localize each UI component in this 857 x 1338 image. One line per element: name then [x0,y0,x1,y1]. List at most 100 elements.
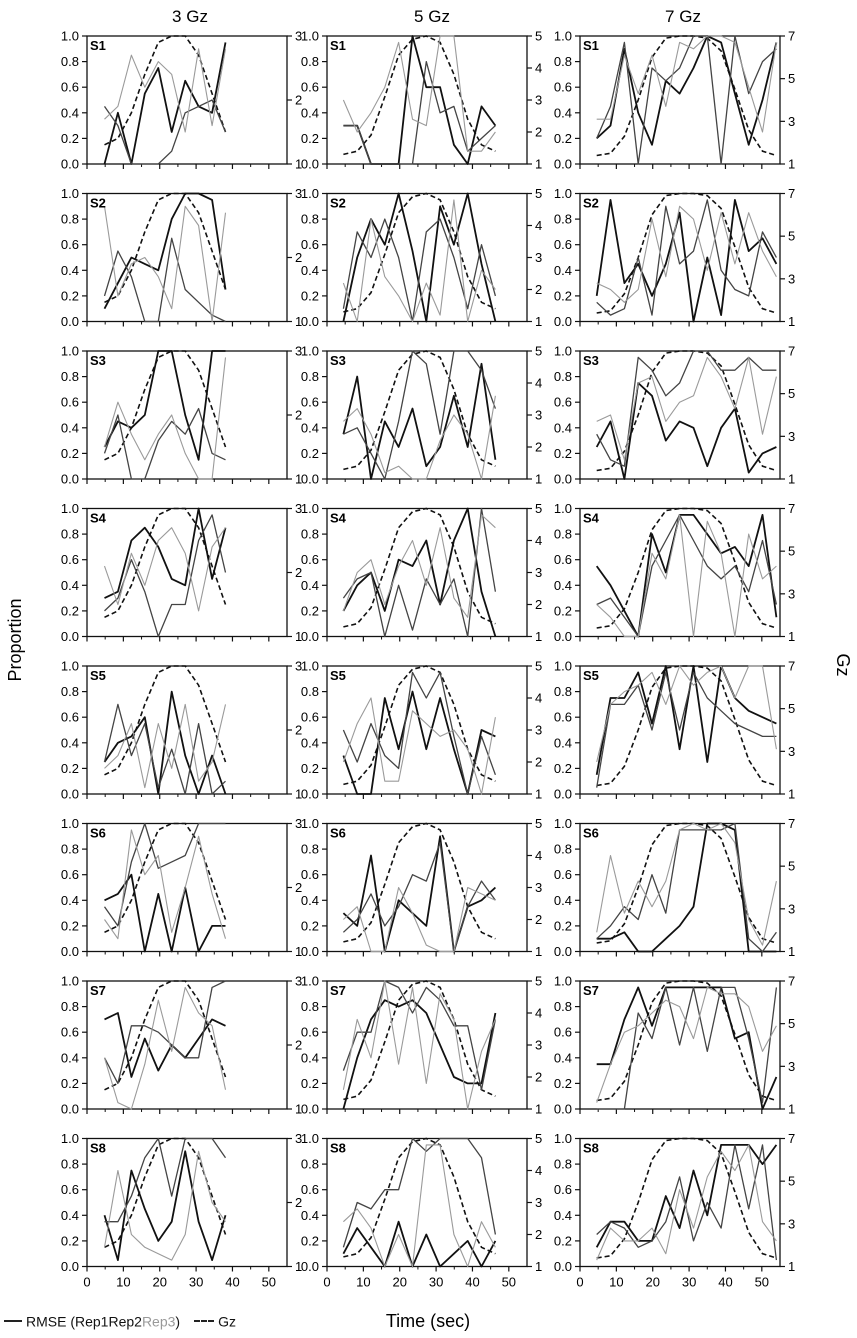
left-tick-label: 1.0 [554,659,572,674]
x-tick-label: 0 [576,1275,583,1290]
left-tick-label: 0.8 [554,1157,572,1172]
left-tick-label: 0.2 [301,288,319,303]
left-tick-label: 1.0 [301,29,319,44]
right-tick-label: 1 [788,629,795,644]
rmse-rep1-line [342,999,497,1110]
x-tick-label: 50 [755,1275,769,1290]
rmse-rep3-line [104,48,227,133]
left-tick-label: 0.0 [301,944,319,959]
left-tick-label: 0.6 [554,710,572,725]
right-tick-label: 1 [535,314,542,329]
x-tick-label: 0 [323,1275,330,1290]
gz-series-line [596,1137,777,1259]
left-tick-label: 0.2 [61,446,79,461]
rmse-rep3-line [596,205,777,303]
right-tick-label: 3 [295,974,302,989]
left-tick-label: 0.8 [61,369,79,384]
rmse-rep1-line [343,35,497,165]
panel-s2-col1: 0.0 0.2 0.4 0.6 0.8 1.0 1 2 3 S2 [61,186,302,329]
right-tick-label: 1 [295,472,302,487]
x-tick-label: 40 [465,1275,479,1290]
left-tick-label: 0.8 [554,527,572,542]
panel-s2-col3: 0.0 0.2 0.4 0.6 0.8 1.0 1 3 5 7 S2 [554,186,795,329]
left-tick-label: 1.0 [554,1131,572,1146]
right-tick-label: 1 [295,157,302,172]
rmse-rep2-line [596,671,777,788]
left-tick-label: 0.2 [554,131,572,146]
right-tick-label: 3 [535,250,542,265]
subject-label: S1 [330,38,346,53]
panel-frame [86,665,288,795]
panel-s1-col3: 0.0 0.2 0.4 0.6 0.8 1.0 1 3 5 7 S1 [554,29,795,172]
right-tick-label: 7 [788,344,795,359]
gz-series-line [343,35,496,156]
rmse-rep1-line [595,665,777,775]
left-tick-label: 0.6 [61,710,79,725]
left-tick-label: 0.8 [301,369,319,384]
rmse-rep2-line [104,1137,227,1223]
right-tick-label: 2 [535,1070,542,1085]
left-tick-label: 0.0 [61,944,79,959]
right-tick-label: 1 [295,314,302,329]
rmse-rep2-line [342,842,496,953]
left-tick-label: 0.4 [301,578,319,593]
left-tick-label: 0.0 [301,629,319,644]
subject-label: S8 [90,1141,106,1156]
panel-s5-col3: 0.0 0.2 0.4 0.6 0.8 1.0 1 3 5 7 S5 [554,659,795,802]
left-tick-label: 0.6 [554,1025,572,1040]
panel-frame [86,35,288,165]
right-tick-label: 3 [295,659,302,674]
x-tick-label: 50 [262,1275,276,1290]
left-tick-label: 0.2 [61,1076,79,1091]
left-tick-label: 0.4 [554,735,572,750]
gz-series-line [596,35,777,157]
rmse-rep2-line [103,703,226,795]
subject-label: S7 [330,983,346,998]
left-tick-label: 0.4 [554,420,572,435]
left-tick-label: 0.6 [554,1182,572,1197]
rmse-rep1-line [342,192,497,323]
left-tick-label: 0.0 [554,1102,572,1117]
left-tick-label: 0.4 [554,578,572,593]
left-tick-label: 1.0 [554,186,572,201]
x-tick-label: 10 [356,1275,370,1290]
right-tick-label: 2 [535,282,542,297]
rmse-rep2-line [103,822,226,927]
panel-frame [579,507,781,638]
gz-series-line [596,665,777,787]
left-tick-label: 0.6 [554,237,572,252]
panel-s7-col3: 0.0 0.2 0.4 0.6 0.8 1.0 1 3 5 7 S7 [554,974,795,1117]
left-tick-label: 0.2 [554,446,572,461]
right-tick-label: 2 [295,565,302,580]
left-tick-label: 0.2 [301,1076,319,1091]
panel-s3-col3: 0.0 0.2 0.4 0.6 0.8 1.0 1 3 5 7 S3 [554,344,795,487]
left-tick-label: 0.4 [61,263,79,278]
left-tick-label: 0.0 [61,472,79,487]
left-tick-label: 0.6 [301,1025,319,1040]
left-tick-label: 0.0 [301,314,319,329]
subject-label: S8 [330,1141,346,1156]
rmse-rep2-line [103,99,227,165]
left-tick-label: 0.4 [301,105,319,120]
left-tick-label: 0.4 [61,420,79,435]
right-tick-label: 2 [535,597,542,612]
gz-dash-swatch [194,1320,215,1323]
left-tick-label: 0.0 [301,787,319,802]
left-tick-label: 1.0 [301,344,319,359]
left-tick-label: 0.0 [301,1259,319,1274]
right-tick-label: 2 [295,880,302,895]
right-tick-label: 3 [535,93,542,108]
panel-s8-col3: 0.0 0.2 0.4 0.6 0.8 1.0 1 3 5 7 0 10 20 30 40 50 S8 [554,1131,795,1290]
panel-frame [326,822,528,953]
right-tick-label: 1 [295,1259,302,1274]
panel-frame [579,35,781,165]
rmse-rep2-line [596,986,778,1110]
right-tick-label: 5 [535,344,542,359]
rmse-rep2-line [103,980,226,1085]
panel-grid: 0.0 0.2 0.4 0.6 0.8 1.0 1 2 3 S1 0.0 0.2 0.4 0.6 0.8 1.… [61,29,795,1290]
right-tick-label: 2 [535,125,542,140]
rmse-rep3-line [342,35,496,152]
right-tick-label: 1 [788,157,795,172]
